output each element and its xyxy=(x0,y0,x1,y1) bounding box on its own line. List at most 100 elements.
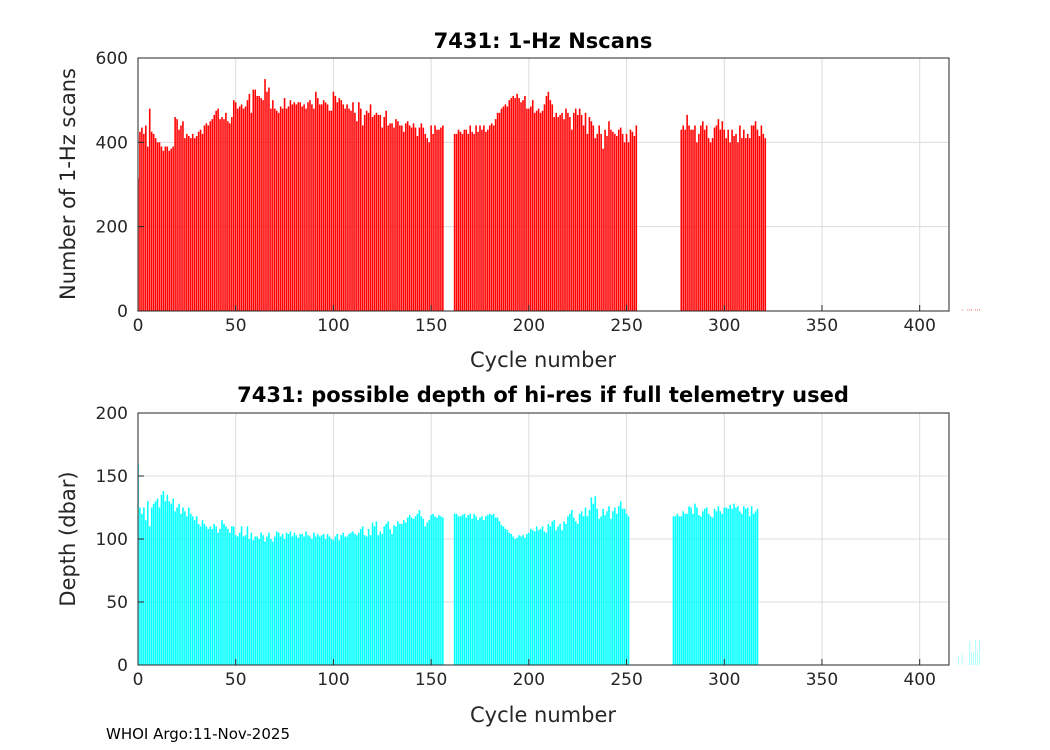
depth-bar xyxy=(744,508,747,665)
nscans-bar xyxy=(328,110,331,311)
depth-bar xyxy=(367,528,370,665)
depth-bar xyxy=(610,518,612,665)
nscans-bar xyxy=(610,129,612,311)
nscans-bar xyxy=(756,129,759,311)
depth-bar xyxy=(340,535,343,665)
nscans-bar xyxy=(145,125,147,311)
depth-bar xyxy=(459,516,462,665)
nscans-bar xyxy=(748,138,751,311)
nscans-bar xyxy=(537,108,540,311)
nscans-bar xyxy=(485,131,487,311)
nscans-bar xyxy=(694,125,696,311)
nscans-bar xyxy=(465,129,468,311)
nscans-bar xyxy=(146,146,149,311)
depth-bar xyxy=(498,521,501,665)
nscans-x-tick-label: 150 xyxy=(415,316,447,336)
nscans-bar xyxy=(404,123,407,311)
depth-bar xyxy=(490,515,493,665)
nscans-bar xyxy=(217,108,219,311)
depth-bar xyxy=(557,526,559,665)
depth-bar xyxy=(727,508,729,665)
nscans-bar xyxy=(473,133,475,311)
depth-bar xyxy=(164,501,167,665)
depth-bar xyxy=(684,513,686,665)
depth-x-tick-label: 350 xyxy=(806,670,838,690)
depth-x-tick-label: 400 xyxy=(903,670,935,690)
nscans-bar xyxy=(721,121,724,311)
depth-bar xyxy=(602,508,604,665)
depth-bar xyxy=(551,521,554,665)
nscans-bar xyxy=(299,102,301,312)
depth-bar xyxy=(373,526,376,665)
depth-bar xyxy=(594,496,597,665)
depth-bar xyxy=(260,532,262,665)
nscans-bar xyxy=(430,125,432,311)
depth-bar xyxy=(617,506,620,665)
nscans-bar xyxy=(266,91,268,311)
depth-y-tick-label: 200 xyxy=(96,404,128,424)
nscans-bar xyxy=(164,146,167,311)
depth-bar xyxy=(590,497,593,665)
depth-bar xyxy=(698,515,700,665)
depth-bar xyxy=(248,539,251,665)
depth-bar xyxy=(573,517,575,665)
nscans-bar xyxy=(258,95,260,311)
depth-bar xyxy=(336,533,339,665)
nscans-bar xyxy=(528,108,530,311)
depth-bar xyxy=(463,513,466,665)
nscans-bar xyxy=(483,125,485,311)
nscans-bar xyxy=(725,138,728,311)
nscans-bar xyxy=(274,108,276,311)
nscans-bar xyxy=(633,136,636,311)
nscans-bar xyxy=(174,117,176,312)
nscans-bar xyxy=(418,127,421,311)
nscans-bar xyxy=(401,125,403,311)
nscans-bar xyxy=(467,133,470,311)
nscans-bar xyxy=(211,119,214,312)
nscans-bar xyxy=(275,110,278,311)
nscans-bar xyxy=(567,112,569,311)
depth-bar xyxy=(721,513,724,665)
nscans-bar xyxy=(395,119,397,312)
depth-bar xyxy=(395,526,397,665)
depth-bar xyxy=(543,531,546,665)
nscans-bar xyxy=(262,100,264,312)
nscans-bar xyxy=(543,104,546,311)
depth-bar xyxy=(414,516,417,665)
nscans-bar xyxy=(381,127,384,311)
depth-bar xyxy=(592,503,595,665)
depth-y-tick-label: 0 xyxy=(117,656,128,676)
depth-bar xyxy=(371,522,374,665)
nscans-bar xyxy=(737,142,739,311)
nscans-bar xyxy=(180,125,182,311)
depth-bar xyxy=(359,528,362,665)
nscans-bar xyxy=(438,129,440,311)
nscans-bar xyxy=(193,138,196,311)
nscans-bar xyxy=(500,108,503,311)
nscans-bar xyxy=(739,125,741,311)
nscans-x-tick-label: 400 xyxy=(903,316,935,336)
depth-y-axis-label: Depth (dbar) xyxy=(56,471,80,606)
nscans-bar xyxy=(547,91,550,311)
nscans-bar xyxy=(488,125,491,311)
depth-bar xyxy=(563,521,565,665)
depth-bar xyxy=(545,532,548,665)
depth-bar xyxy=(232,526,235,665)
nscans-x-axis-label: Cycle number xyxy=(470,348,616,372)
nscans-bar xyxy=(207,125,210,311)
depth-bar xyxy=(514,539,516,665)
depth-bar xyxy=(250,532,253,665)
depth-bar xyxy=(457,516,460,665)
depth-bar xyxy=(201,520,204,665)
depth-bar xyxy=(285,532,288,665)
nscans-bar xyxy=(682,125,685,311)
nscans-bar xyxy=(565,108,567,311)
nscans-bar xyxy=(231,117,233,312)
nscans-bar xyxy=(508,100,511,312)
nscans-bar xyxy=(162,150,165,311)
nscans-bar xyxy=(375,112,378,311)
depth-bar xyxy=(326,533,329,665)
depth-bar xyxy=(481,516,483,665)
depth-bar xyxy=(477,520,479,665)
depth-bar xyxy=(680,516,683,665)
